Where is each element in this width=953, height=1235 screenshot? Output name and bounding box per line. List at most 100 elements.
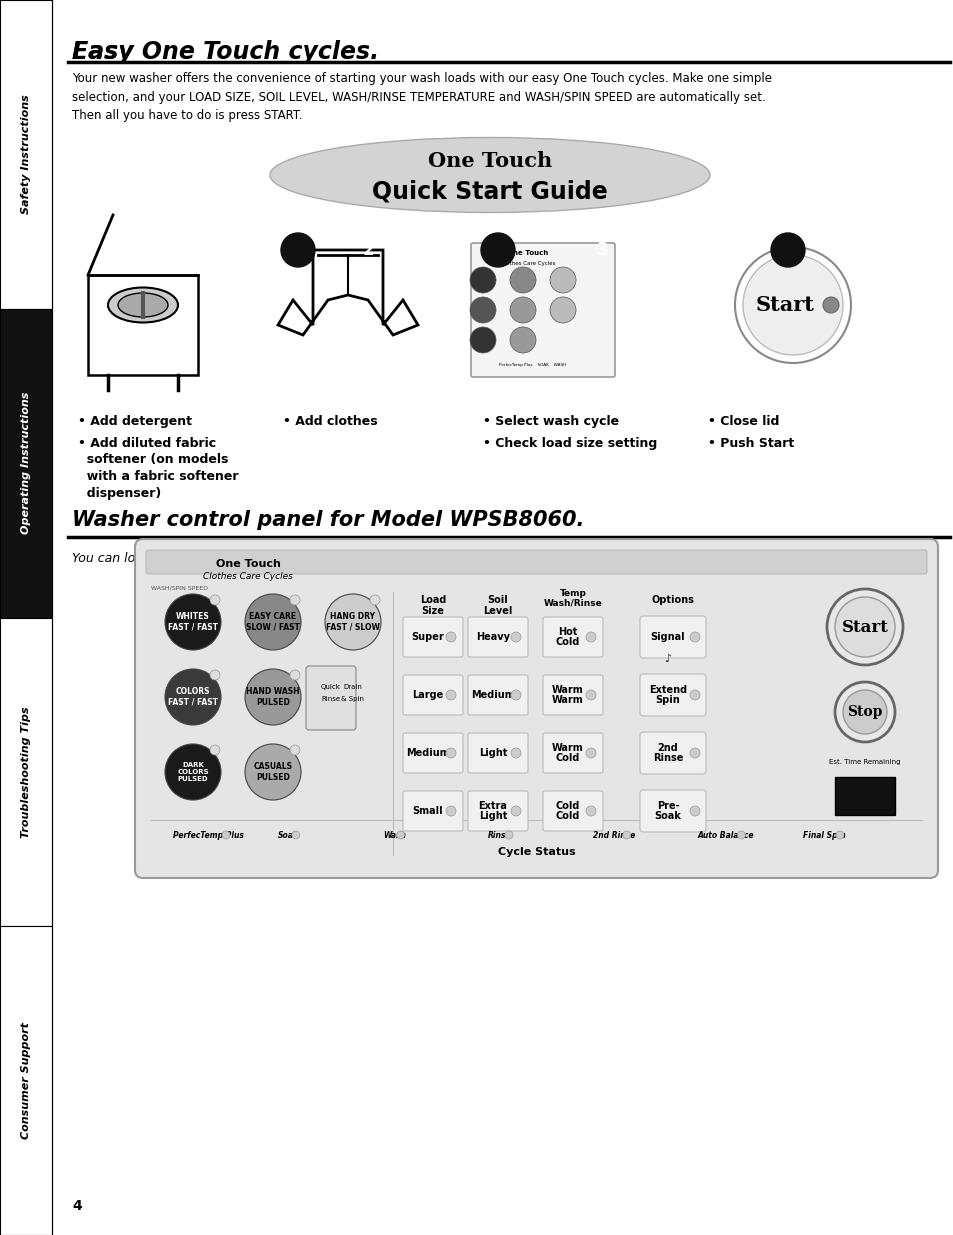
Text: Soak: Soak	[277, 830, 298, 840]
FancyBboxPatch shape	[542, 618, 602, 657]
FancyBboxPatch shape	[468, 790, 527, 831]
Text: One Touch: One Touch	[507, 249, 548, 256]
Text: 4: 4	[841, 241, 853, 259]
Circle shape	[585, 632, 596, 642]
FancyBboxPatch shape	[402, 734, 462, 773]
Bar	[0, 309, 52, 618]
Text: HANG DRY
FAST / SLOW: HANG DRY FAST / SLOW	[326, 613, 379, 631]
Circle shape	[446, 748, 456, 758]
Text: Super: Super	[411, 632, 444, 642]
Text: WHITES
FAST / FAST: WHITES FAST / FAST	[168, 613, 218, 631]
Circle shape	[822, 296, 838, 312]
Text: Options: Options	[651, 595, 694, 605]
Text: Auto Balance: Auto Balance	[698, 830, 754, 840]
Circle shape	[742, 254, 842, 354]
FancyBboxPatch shape	[639, 674, 705, 716]
Text: Cycle Status: Cycle Status	[497, 847, 575, 857]
Circle shape	[245, 743, 301, 800]
Text: Start: Start	[755, 295, 814, 315]
Text: Warm
Cold: Warm Cold	[552, 742, 583, 763]
Text: Extra
Light: Extra Light	[478, 800, 507, 821]
Ellipse shape	[118, 293, 168, 317]
Circle shape	[511, 806, 520, 816]
Circle shape	[842, 690, 886, 734]
Circle shape	[834, 597, 894, 657]
Text: Safety Instructions: Safety Instructions	[21, 95, 30, 214]
Text: Small: Small	[413, 806, 443, 816]
Text: • Push Start: • Push Start	[707, 437, 794, 450]
FancyBboxPatch shape	[468, 676, 527, 715]
Text: Warm
Warm: Warm Warm	[552, 684, 583, 705]
Text: 3: 3	[597, 241, 608, 259]
Text: Easy One Touch cycles.: Easy One Touch cycles.	[71, 40, 378, 64]
Circle shape	[222, 831, 230, 839]
FancyBboxPatch shape	[135, 538, 937, 878]
Circle shape	[504, 831, 513, 839]
Circle shape	[281, 233, 314, 267]
Text: Drain: Drain	[343, 684, 362, 690]
Text: Medium: Medium	[471, 690, 515, 700]
Circle shape	[210, 595, 220, 605]
Text: Final Spin: Final Spin	[802, 830, 844, 840]
Circle shape	[737, 831, 744, 839]
Text: Pre-
Soak: Pre- Soak	[654, 800, 680, 821]
Bar	[0, 618, 52, 926]
FancyBboxPatch shape	[542, 734, 602, 773]
Text: 4: 4	[71, 1199, 82, 1213]
Text: Washer control panel for Model WPSB8060.: Washer control panel for Model WPSB8060.	[71, 510, 584, 530]
Text: Consumer Support: Consumer Support	[21, 1023, 30, 1139]
Circle shape	[470, 296, 496, 324]
Circle shape	[396, 831, 404, 839]
Circle shape	[446, 632, 456, 642]
FancyBboxPatch shape	[542, 790, 602, 831]
Circle shape	[245, 594, 301, 650]
Circle shape	[689, 748, 700, 758]
FancyBboxPatch shape	[468, 734, 527, 773]
Text: Troubleshooting Tips: Troubleshooting Tips	[21, 706, 30, 837]
Text: Clothes Care Cycles: Clothes Care Cycles	[203, 572, 293, 580]
Bar	[0, 0, 52, 309]
FancyBboxPatch shape	[146, 550, 926, 574]
Circle shape	[470, 267, 496, 293]
Circle shape	[165, 594, 221, 650]
Text: Extend
Spin: Extend Spin	[648, 684, 686, 705]
Text: Stop: Stop	[846, 705, 882, 719]
Text: 2: 2	[362, 241, 374, 259]
Circle shape	[446, 690, 456, 700]
Text: Soil
Level: Soil Level	[483, 595, 512, 616]
Text: Cold
Cold: Cold Cold	[556, 800, 579, 821]
Circle shape	[622, 831, 630, 839]
Circle shape	[826, 589, 902, 664]
Circle shape	[585, 690, 596, 700]
Circle shape	[550, 296, 576, 324]
Circle shape	[290, 745, 299, 755]
Text: Signal: Signal	[650, 632, 684, 642]
Text: Load
Size: Load Size	[419, 595, 446, 616]
Circle shape	[835, 831, 843, 839]
Text: Hot
Cold: Hot Cold	[556, 626, 579, 647]
Text: One Touch: One Touch	[215, 559, 280, 569]
Text: Est. Time Remaining: Est. Time Remaining	[828, 760, 900, 764]
FancyBboxPatch shape	[306, 666, 355, 730]
Circle shape	[689, 690, 700, 700]
Text: • Add diluted fabric
  softener (on models
  with a fabric softener
  dispenser): • Add diluted fabric softener (on models…	[78, 437, 238, 499]
FancyBboxPatch shape	[402, 790, 462, 831]
Circle shape	[585, 806, 596, 816]
Text: 2nd Rinse: 2nd Rinse	[593, 830, 635, 840]
Circle shape	[165, 669, 221, 725]
Circle shape	[480, 233, 515, 267]
Text: HAND WASH
PULSED: HAND WASH PULSED	[246, 688, 299, 706]
Circle shape	[446, 806, 456, 816]
Polygon shape	[277, 249, 417, 335]
Text: EASY CARE
SLOW / FAST: EASY CARE SLOW / FAST	[246, 613, 299, 631]
Text: ♪: ♪	[663, 655, 671, 664]
Text: WASH/SPIN SPEED: WASH/SPIN SPEED	[151, 585, 208, 590]
Circle shape	[370, 595, 379, 605]
Bar	[88, 275, 198, 375]
Text: Large: Large	[412, 690, 443, 700]
Text: Light: Light	[478, 748, 507, 758]
Text: COLORS
FAST / FAST: COLORS FAST / FAST	[168, 688, 218, 706]
Circle shape	[689, 632, 700, 642]
Text: Quick Start Guide: Quick Start Guide	[372, 179, 607, 203]
Circle shape	[770, 233, 804, 267]
